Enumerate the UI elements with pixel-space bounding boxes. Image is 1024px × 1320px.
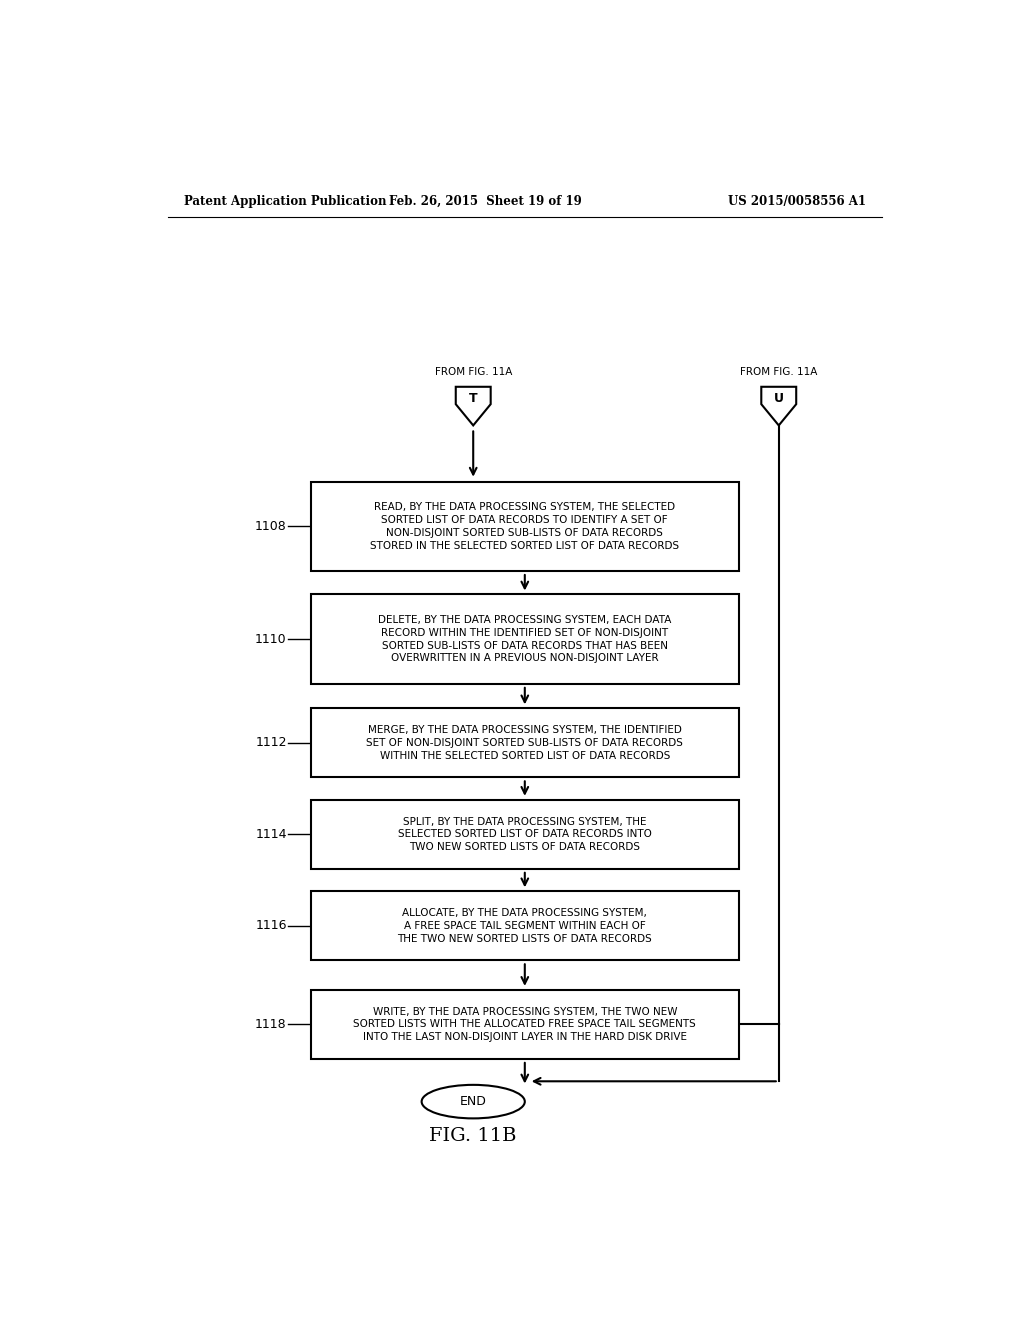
Text: 1114: 1114 <box>255 828 287 841</box>
Text: WRITE, BY THE DATA PROCESSING SYSTEM, THE TWO NEW
SORTED LISTS WITH THE ALLOCATE: WRITE, BY THE DATA PROCESSING SYSTEM, TH… <box>353 1007 696 1043</box>
Text: ALLOCATE, BY THE DATA PROCESSING SYSTEM,
A FREE SPACE TAIL SEGMENT WITHIN EACH O: ALLOCATE, BY THE DATA PROCESSING SYSTEM,… <box>397 908 652 944</box>
Text: 1112: 1112 <box>255 737 287 750</box>
Bar <box>310 990 739 1059</box>
Bar <box>310 709 739 777</box>
Text: 1116: 1116 <box>255 919 287 932</box>
Text: FROM FIG. 11A: FROM FIG. 11A <box>740 367 817 378</box>
Bar <box>310 891 739 961</box>
Text: Feb. 26, 2015  Sheet 19 of 19: Feb. 26, 2015 Sheet 19 of 19 <box>389 194 582 207</box>
Text: SPLIT, BY THE DATA PROCESSING SYSTEM, THE
SELECTED SORTED LIST OF DATA RECORDS I: SPLIT, BY THE DATA PROCESSING SYSTEM, TH… <box>398 817 651 853</box>
Text: US 2015/0058556 A1: US 2015/0058556 A1 <box>728 194 866 207</box>
Text: END: END <box>460 1096 486 1107</box>
Text: FROM FIG. 11A: FROM FIG. 11A <box>434 367 512 378</box>
Text: 1118: 1118 <box>255 1018 287 1031</box>
Text: 1108: 1108 <box>255 520 287 533</box>
Text: READ, BY THE DATA PROCESSING SYSTEM, THE SELECTED
SORTED LIST OF DATA RECORDS TO: READ, BY THE DATA PROCESSING SYSTEM, THE… <box>371 502 679 550</box>
Bar <box>310 800 739 869</box>
Text: MERGE, BY THE DATA PROCESSING SYSTEM, THE IDENTIFIED
SET OF NON-DISJOINT SORTED : MERGE, BY THE DATA PROCESSING SYSTEM, TH… <box>367 725 683 760</box>
Text: T: T <box>469 392 477 405</box>
Bar <box>310 482 739 572</box>
Text: 1110: 1110 <box>255 632 287 645</box>
Bar <box>310 594 739 684</box>
Text: FIG. 11B: FIG. 11B <box>429 1127 517 1146</box>
Text: U: U <box>774 392 783 405</box>
Text: Patent Application Publication: Patent Application Publication <box>183 194 386 207</box>
Ellipse shape <box>422 1085 524 1118</box>
Text: DELETE, BY THE DATA PROCESSING SYSTEM, EACH DATA
RECORD WITHIN THE IDENTIFIED SE: DELETE, BY THE DATA PROCESSING SYSTEM, E… <box>378 615 672 664</box>
